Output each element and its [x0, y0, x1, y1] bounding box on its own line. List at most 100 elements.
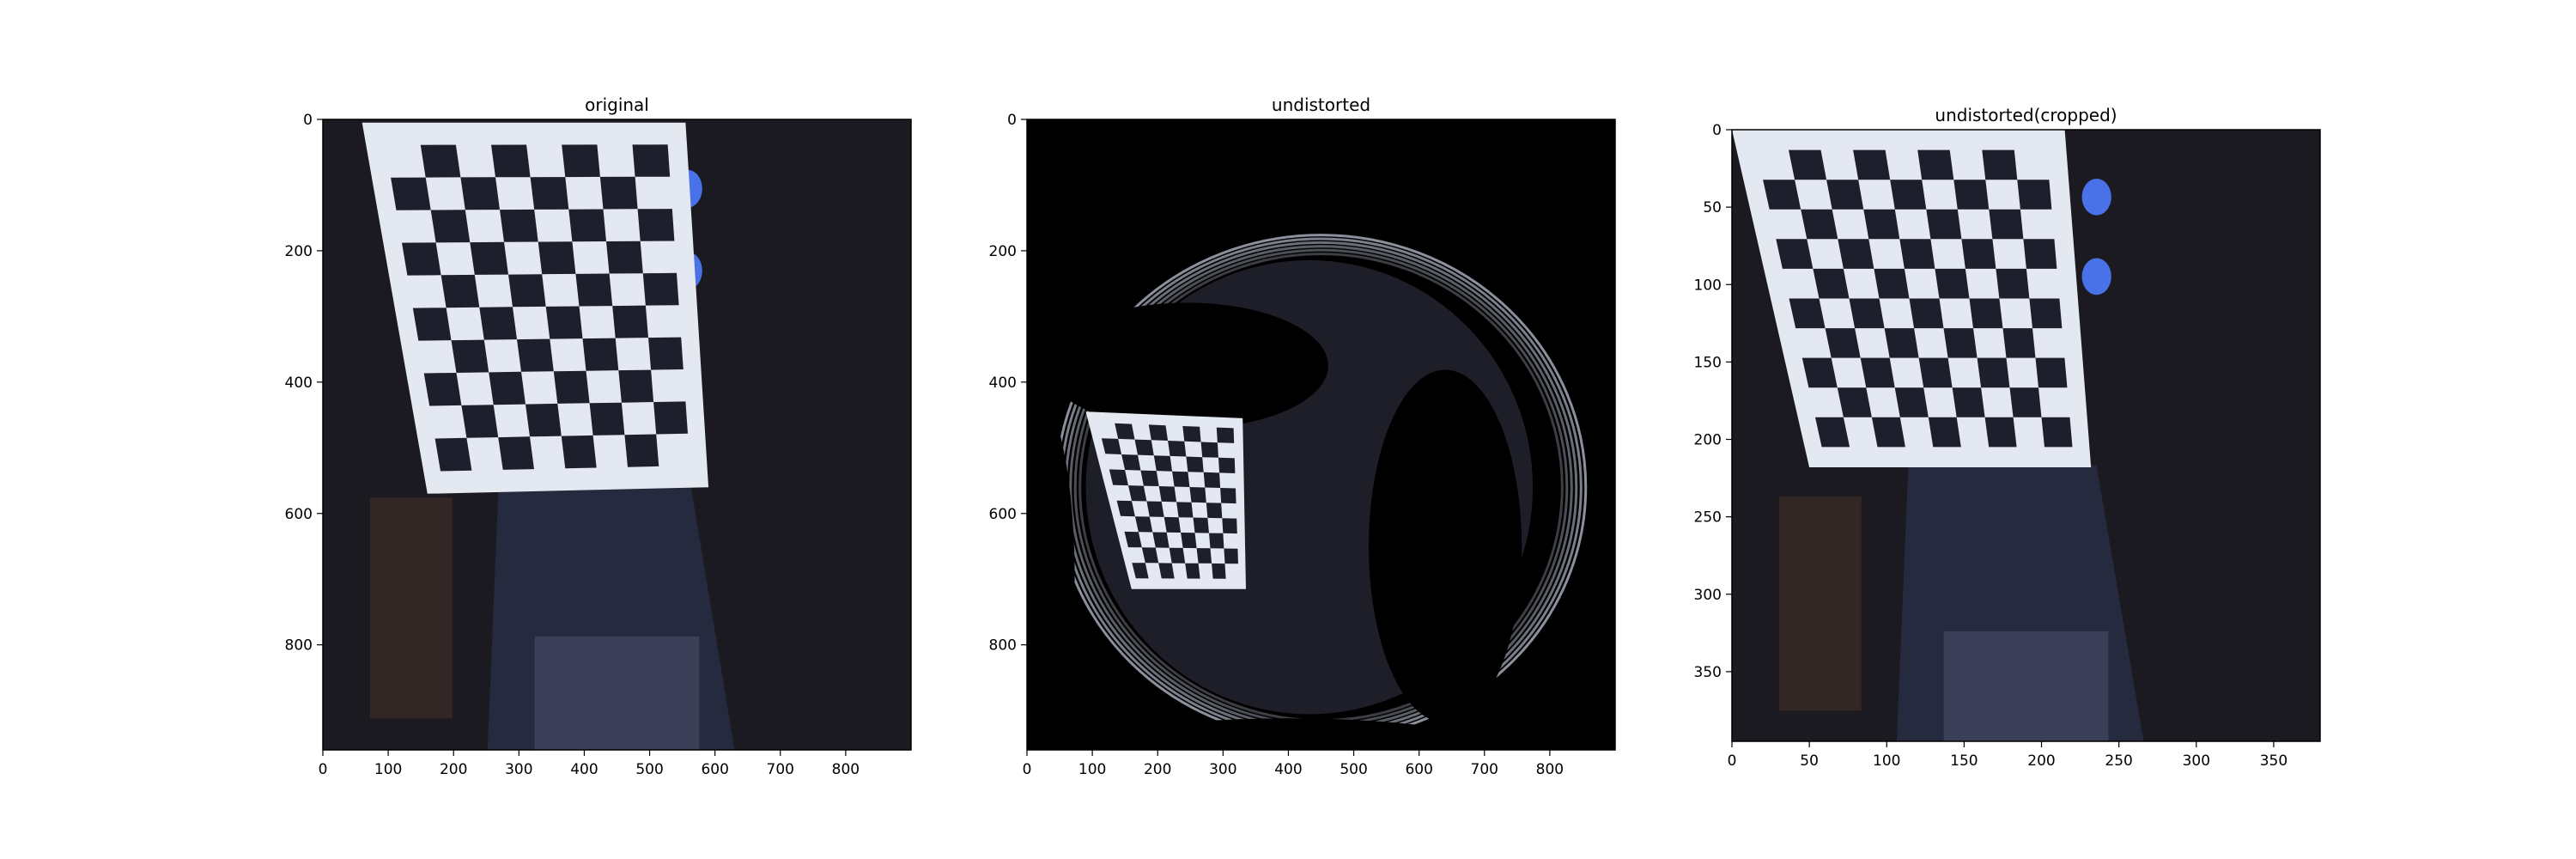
checker-square — [1890, 180, 1927, 210]
checker-square — [470, 241, 508, 275]
checker-square — [1838, 239, 1874, 269]
checker-square — [1909, 298, 1944, 329]
y-tick-label: 0 — [303, 112, 313, 129]
checker-square — [530, 177, 569, 210]
y-tick-label: 100 — [1694, 277, 1722, 294]
checker-square — [1200, 442, 1218, 458]
checker-square — [1152, 532, 1170, 548]
checker-square — [582, 338, 619, 371]
checker-square — [1148, 424, 1169, 441]
checker-square — [1124, 531, 1142, 548]
checker-square — [1952, 387, 1985, 417]
checker-square — [2009, 387, 2042, 417]
checker-square — [648, 337, 683, 370]
checker-square — [2017, 180, 2052, 210]
x-tick-label: 100 — [1078, 761, 1106, 778]
x-tick-label: 300 — [2183, 752, 2210, 770]
checker-square — [1961, 239, 1996, 269]
checker-square — [1176, 502, 1194, 518]
x-tick-label: 300 — [1209, 761, 1236, 778]
checker-square — [1158, 486, 1177, 503]
checker-square — [1168, 441, 1187, 457]
checker-square — [1884, 328, 1919, 358]
checker-square — [1163, 516, 1182, 533]
y-tick-label: 600 — [285, 506, 313, 523]
checker-square — [1209, 533, 1224, 549]
checker-square — [1977, 357, 2010, 388]
checker-square — [1224, 548, 1238, 564]
axes-frame — [1026, 119, 1616, 751]
checker-square — [508, 274, 546, 308]
checker-square — [1206, 503, 1223, 519]
x-tick-label: 100 — [1873, 752, 1900, 770]
checker-square — [599, 176, 638, 210]
checker-square — [517, 338, 554, 372]
panel-title: original — [585, 94, 649, 115]
checker-square — [1789, 149, 1827, 180]
y-tick-label: 800 — [285, 637, 313, 655]
checker-square — [1789, 298, 1826, 329]
checker-square — [545, 306, 583, 339]
y-tick-label: 400 — [285, 375, 313, 392]
checker-square — [1813, 268, 1850, 299]
x-tick-label: 350 — [2260, 752, 2287, 770]
checker-square — [420, 144, 461, 178]
checker-square — [2041, 417, 2073, 448]
checker-square — [1140, 470, 1159, 486]
checker-square — [1874, 268, 1910, 299]
image-content — [323, 119, 911, 750]
y-tick-label: 50 — [1703, 199, 1722, 216]
checker-square — [1953, 180, 1990, 210]
checker-square — [1172, 471, 1190, 487]
checker-square — [1132, 563, 1149, 579]
checker-square — [1121, 454, 1141, 471]
checker-square — [1169, 547, 1186, 564]
checker-square — [575, 273, 613, 307]
person-legs — [1943, 631, 2109, 741]
checker-square — [1917, 149, 1954, 180]
checker-square — [2023, 239, 2057, 269]
chair — [1778, 497, 1862, 711]
checker-square — [1826, 180, 1864, 210]
checker-square — [461, 405, 499, 438]
checker-square — [1153, 455, 1173, 472]
checker-square — [1182, 426, 1201, 442]
y-tick-label: 800 — [989, 637, 1017, 655]
checker-square — [1193, 517, 1209, 533]
y-tick-label: 200 — [1694, 432, 1722, 449]
checker-square — [430, 210, 471, 243]
checker-square — [1222, 518, 1237, 534]
axes-frame — [1731, 129, 2321, 742]
checker-square — [1871, 417, 1905, 448]
checker-square — [1763, 180, 1801, 210]
checker-square — [568, 209, 606, 242]
checker-square — [1146, 501, 1164, 517]
checker-square — [1109, 469, 1128, 486]
image-content — [1732, 130, 2320, 741]
checker-square — [1894, 387, 1929, 417]
checker-square — [1926, 209, 1962, 240]
checker-square — [1860, 357, 1895, 388]
void-region — [1027, 390, 1075, 750]
y-tick-label: 0 — [1007, 112, 1017, 129]
x-tick-label: 200 — [1144, 761, 1171, 778]
checker-square — [402, 242, 441, 276]
x-tick-label: 600 — [701, 761, 728, 778]
checker-square — [1134, 516, 1153, 533]
checker-square — [1837, 387, 1872, 417]
x-tick-label: 200 — [440, 761, 467, 778]
checker-square — [1928, 417, 1961, 448]
checker-square — [1181, 533, 1197, 549]
checker-square — [1863, 209, 1900, 240]
void-region — [1046, 302, 1328, 430]
checker-square — [606, 241, 643, 274]
void-region — [1369, 369, 1522, 723]
x-tick-label: 500 — [635, 761, 663, 778]
checker-square — [612, 305, 648, 338]
checker-square — [1815, 417, 1850, 448]
y-tick-label: 400 — [989, 375, 1017, 392]
checker-square — [1116, 500, 1135, 517]
x-tick-label: 200 — [2027, 752, 2055, 770]
x-tick-label: 400 — [1274, 761, 1302, 778]
